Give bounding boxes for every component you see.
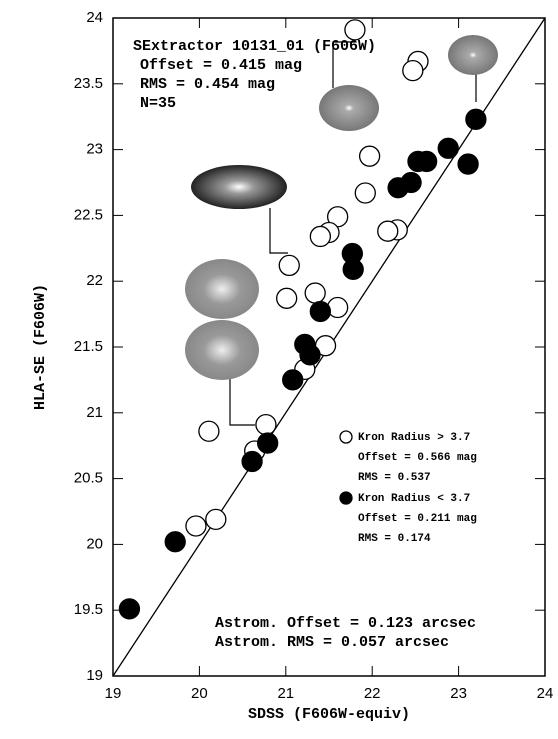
point — [257, 432, 279, 454]
y-tick-label: 21.5 — [74, 338, 103, 355]
y-tick-label: 19.5 — [74, 601, 103, 618]
connector — [332, 41, 355, 88]
legend-note: RMS = 0.537 — [358, 472, 431, 484]
point — [205, 508, 227, 531]
x-tick-label: 19 — [105, 685, 122, 702]
point — [377, 220, 399, 242]
y-axis-label: HLA-SE (F606W) — [32, 284, 49, 410]
point — [465, 108, 487, 130]
point — [164, 531, 186, 553]
point — [278, 254, 300, 277]
x-axis-label: SDSS (F606W-equiv) — [248, 706, 410, 723]
x-tick-label: 24 — [537, 685, 554, 702]
annotation: N=35 — [140, 95, 176, 112]
x-tick-label: 23 — [450, 685, 467, 702]
point — [457, 153, 479, 175]
point — [185, 515, 207, 537]
footnote: Astrom. Offset = 0.123 arcsec — [215, 615, 476, 632]
point — [314, 335, 337, 357]
y-tick-label: 20 — [86, 535, 103, 552]
annotation: SExtractor 10131_01 (F606W) — [133, 38, 376, 55]
galaxy-image — [185, 320, 259, 380]
point — [354, 182, 376, 204]
x-tick-label: 22 — [364, 685, 381, 702]
point — [387, 177, 409, 199]
galaxy-image — [191, 165, 287, 209]
galaxy-image — [448, 35, 498, 75]
annotation: RMS = 0.454 mag — [140, 76, 275, 93]
legend-note: RMS = 0.174 — [358, 533, 431, 545]
y-tick-label: 20.5 — [74, 470, 103, 487]
annotation: Offset = 0.415 mag — [140, 57, 302, 74]
point — [118, 598, 141, 620]
y-tick-label: 22 — [86, 272, 103, 289]
y-tick-label: 22.5 — [74, 206, 103, 223]
point — [437, 137, 459, 159]
connector — [229, 378, 255, 426]
footnote: Astrom. RMS = 0.057 arcsec — [215, 634, 449, 651]
point — [309, 300, 332, 323]
galaxy-image — [185, 259, 259, 319]
point — [282, 369, 304, 391]
y-tick-label: 23 — [86, 141, 103, 158]
x-tick-label: 21 — [277, 685, 294, 702]
point — [358, 145, 381, 167]
point — [255, 413, 277, 436]
y-tick-label: 24 — [86, 9, 103, 26]
y-tick-label: 21 — [86, 404, 103, 421]
point — [309, 225, 332, 248]
connector — [269, 208, 288, 254]
legend-label: Kron Radius < 3.7 — [358, 493, 470, 505]
legend-note: Offset = 0.566 mag — [358, 452, 477, 464]
point — [402, 59, 424, 82]
y-tick-label: 23.5 — [74, 75, 103, 92]
galaxy-image — [319, 85, 379, 131]
x-tick-label: 20 — [191, 685, 208, 702]
legend-note: Offset = 0.211 mag — [358, 513, 477, 525]
point — [326, 296, 349, 319]
legend-marker — [339, 491, 353, 505]
point — [241, 450, 263, 473]
point — [304, 282, 326, 304]
point — [198, 420, 220, 442]
point — [276, 287, 298, 309]
thumbnails — [185, 35, 498, 426]
legend-marker — [339, 430, 353, 444]
point — [342, 258, 364, 281]
point — [299, 344, 321, 366]
point — [344, 19, 366, 41]
point — [407, 150, 429, 173]
y-tick-label: 19 — [86, 667, 103, 684]
legend-label: Kron Radius > 3.7 — [358, 432, 470, 444]
